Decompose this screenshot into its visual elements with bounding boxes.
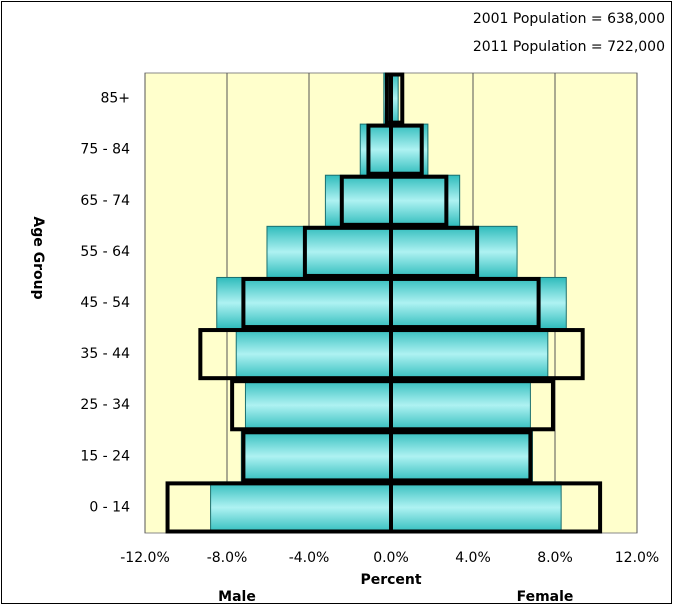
bar — [240, 430, 392, 483]
right-label: Female — [517, 589, 574, 605]
y-tick-label: 0 - 14 — [89, 499, 130, 515]
x-tick-label: 12.0% — [615, 550, 659, 566]
bar — [390, 379, 531, 432]
bar — [244, 379, 392, 432]
x-tick-label: 4.0% — [455, 550, 491, 566]
y-axis-title: Age Group — [30, 216, 46, 299]
x-tick-label: 8.0% — [537, 550, 573, 566]
bar — [390, 328, 549, 381]
x-tick-label: -4.0% — [289, 550, 330, 566]
y-tick-label: 85+ — [100, 91, 130, 107]
y-tick-label: 15 - 24 — [80, 448, 130, 464]
x-tick-label: 0.0% — [373, 550, 409, 566]
y-tick-label: 25 - 34 — [80, 397, 130, 413]
bar — [210, 481, 392, 534]
x-tick-label: -12.0% — [120, 550, 170, 566]
bar — [390, 225, 518, 278]
y-tick-label: 75 - 84 — [80, 142, 130, 158]
x-tick-label: -8.0% — [207, 550, 248, 566]
bar — [324, 174, 392, 227]
y-tick-label: 65 - 74 — [80, 193, 130, 209]
x-axis-title: Percent — [360, 572, 421, 588]
y-tick-label: 35 - 44 — [80, 346, 130, 362]
left-label: Male — [218, 589, 256, 605]
annotation: 2011 Population = 722,000 — [473, 39, 665, 55]
bar — [390, 174, 461, 227]
bar — [390, 430, 533, 483]
bar — [266, 225, 392, 278]
bar — [390, 481, 562, 534]
y-tick-label: 55 - 64 — [80, 244, 130, 260]
annotation: 2001 Population = 638,000 — [473, 11, 665, 27]
bar — [235, 328, 392, 381]
y-tick-label: 45 - 54 — [80, 295, 130, 311]
bar — [216, 276, 392, 330]
bar — [359, 123, 392, 176]
